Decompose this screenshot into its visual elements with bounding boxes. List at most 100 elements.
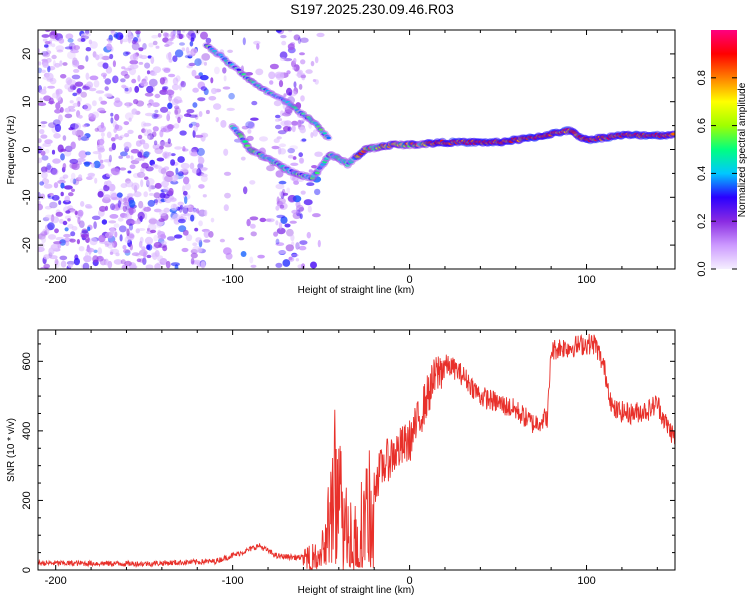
spectrogram-x-label: Height of straight line (km)	[298, 285, 415, 296]
noise-blob	[145, 178, 155, 186]
noise-blob	[198, 72, 203, 76]
noise-blob	[71, 188, 75, 192]
noise-blob	[100, 122, 105, 129]
noise-blob	[291, 209, 299, 214]
noise-blob	[59, 218, 64, 224]
noise-blob	[247, 129, 252, 134]
noise-blob	[293, 81, 297, 88]
noise-blob	[144, 212, 148, 220]
noise-blob	[129, 243, 133, 251]
noise-blob	[124, 67, 132, 71]
noise-blob	[259, 136, 268, 142]
noise-blob	[110, 228, 115, 236]
noise-blob	[168, 94, 173, 102]
noise-blob	[97, 107, 106, 113]
noise-blob	[47, 234, 57, 240]
noise-blob	[72, 102, 80, 107]
colorbar-tick-label: 0.6	[696, 118, 708, 133]
noise-blob	[161, 241, 167, 245]
noise-blob	[182, 229, 189, 236]
noise-blob	[103, 184, 110, 192]
noise-blob	[298, 157, 305, 164]
noise-blob	[80, 233, 90, 239]
noise-blob	[200, 31, 208, 40]
noise-blob	[190, 257, 195, 265]
noise-blob	[77, 135, 82, 141]
noise-blob	[92, 151, 101, 155]
noise-blob	[165, 260, 171, 269]
noise-blob	[301, 138, 307, 142]
noise-blob	[60, 153, 65, 161]
noise-blob	[62, 135, 67, 141]
noise-blob	[278, 221, 283, 230]
noise-blob	[91, 215, 101, 220]
noise-blob	[42, 217, 50, 222]
noise-blob	[266, 165, 275, 172]
colorbar-tick-label: 0.4	[696, 166, 708, 181]
noise-blob	[128, 117, 132, 122]
noise-blob	[179, 42, 185, 46]
noise-blob	[154, 198, 158, 205]
noise-blob	[177, 116, 181, 124]
noise-blob	[70, 49, 79, 54]
noise-blob	[148, 42, 154, 48]
noise-blob	[132, 52, 137, 60]
noise-blob	[219, 238, 225, 243]
noise-blob	[107, 39, 113, 44]
noise-blob	[38, 61, 42, 66]
noise-blob	[133, 191, 142, 198]
noise-blob	[64, 195, 70, 203]
noise-blob	[78, 246, 85, 252]
snr-x-ticks: -200 -100 0 100	[45, 330, 658, 587]
noise-blob	[155, 45, 160, 49]
noise-blob	[69, 162, 78, 169]
noise-blob	[147, 244, 153, 251]
noise-blob	[202, 194, 207, 198]
noise-blob	[178, 206, 183, 213]
noise-blob	[179, 130, 187, 136]
noise-blob	[192, 102, 198, 108]
noise-blob	[285, 244, 294, 252]
noise-blob	[291, 253, 299, 257]
noise-blob	[295, 258, 300, 262]
noise-blob	[74, 60, 80, 67]
noise-blob	[314, 151, 323, 157]
noise-blob	[228, 92, 235, 100]
noise-blob	[98, 234, 106, 243]
noise-blob	[110, 112, 114, 117]
noise-blob	[129, 164, 136, 169]
noise-blob	[46, 50, 52, 55]
x-tick-label: -100	[222, 575, 244, 587]
noise-blob	[292, 66, 296, 70]
noise-blob	[210, 217, 215, 223]
noise-blob	[214, 66, 220, 75]
noise-blob	[188, 62, 196, 67]
noise-blob	[137, 75, 141, 82]
noise-blob	[43, 86, 47, 91]
snr-panel: -200 -100 0 100 0 200 400 600 Height of straig…	[6, 329, 676, 596]
noise-blob	[120, 259, 126, 265]
noise-blob	[119, 167, 127, 171]
snr-frame	[37, 329, 676, 571]
noise-blob	[196, 168, 202, 176]
noise-blob	[114, 76, 118, 83]
noise-blob	[284, 223, 291, 228]
noise-blob	[164, 44, 170, 47]
noise-blob	[160, 106, 169, 113]
noise-blob	[117, 217, 124, 222]
noise-blob	[100, 132, 105, 138]
noise-blob	[141, 128, 146, 134]
noise-blob	[106, 241, 115, 249]
noise-blob	[60, 148, 67, 152]
noise-blob	[135, 30, 141, 35]
noise-blob	[198, 111, 203, 117]
noise-blob	[283, 93, 287, 97]
noise-blob	[197, 154, 202, 160]
noise-blob	[73, 257, 80, 266]
noise-blob	[176, 33, 185, 39]
noise-blob	[53, 182, 59, 189]
colorbar-tick-label: 0.2	[696, 214, 708, 229]
noise-blob	[171, 34, 176, 40]
noise-blob	[292, 212, 301, 220]
noise-blob	[69, 238, 76, 243]
